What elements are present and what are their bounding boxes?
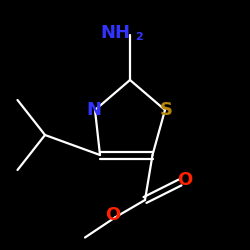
Text: O: O (178, 171, 192, 189)
Text: NH: NH (100, 24, 130, 42)
Text: O: O (105, 206, 120, 224)
Text: N: N (86, 101, 101, 119)
Text: S: S (160, 101, 173, 119)
Text: 2: 2 (135, 32, 143, 42)
